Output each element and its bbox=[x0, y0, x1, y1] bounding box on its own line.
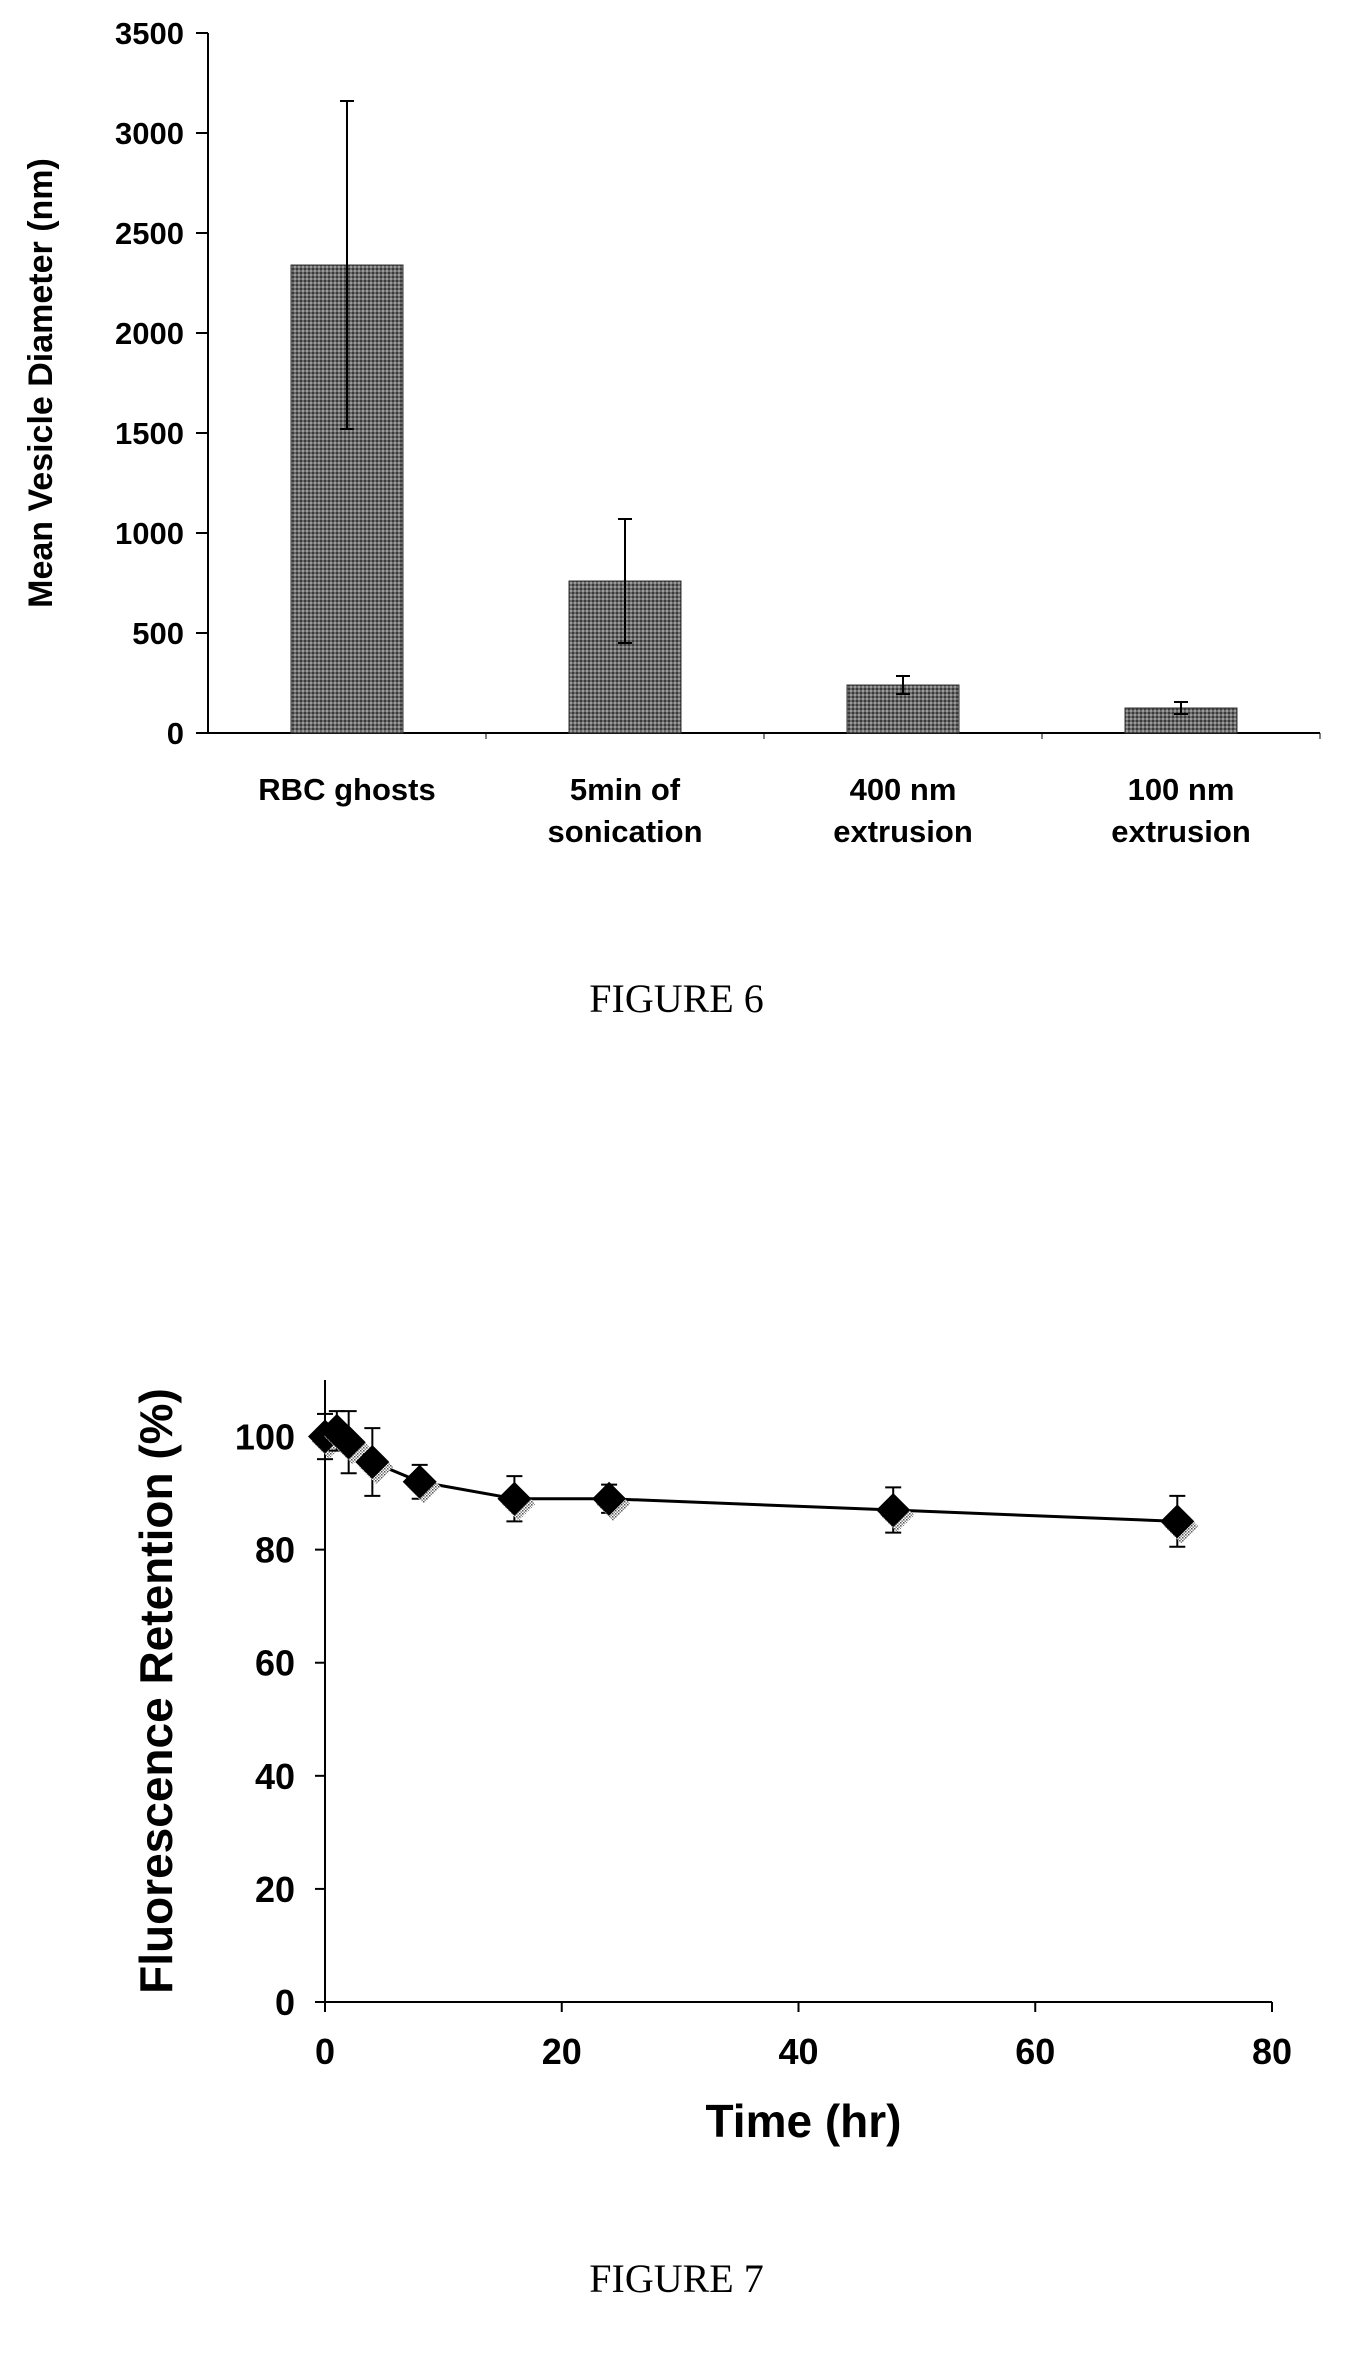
x-category-label: 400 nm bbox=[850, 772, 957, 807]
data-point-diamond bbox=[331, 1425, 366, 1460]
y-tick-label: 2000 bbox=[115, 316, 184, 351]
y-tick-label: 60 bbox=[255, 1643, 295, 1684]
y-axis-title: Mean Vesicle Diameter (nm) bbox=[22, 158, 60, 608]
data-point-diamond bbox=[876, 1493, 911, 1528]
y-tick-label: 500 bbox=[132, 616, 184, 651]
y-tick-label: 0 bbox=[275, 1982, 295, 2023]
figure-7-caption: FIGURE 7 bbox=[589, 2256, 764, 2301]
data-point-diamond bbox=[592, 1481, 627, 1516]
data-point-diamond bbox=[402, 1464, 437, 1499]
y-tick-label: 0 bbox=[167, 716, 184, 751]
x-tick-label: 60 bbox=[1015, 2031, 1055, 2072]
data-point-diamond bbox=[1160, 1504, 1195, 1539]
y-axis-title: Fluorescence Retention (%) bbox=[130, 1388, 182, 1994]
figure-7-line-chart: 0 20 40 60 80 100 0 20 40 60 80 Time (hr) Fluorescen… bbox=[130, 1380, 1292, 2147]
y-tick-label: 1000 bbox=[115, 516, 184, 551]
x-category-label: 100 nm bbox=[1128, 772, 1235, 807]
figure-6-caption: FIGURE 6 bbox=[589, 976, 764, 1021]
y-tick-label: 1500 bbox=[115, 416, 184, 451]
data-point-diamond bbox=[497, 1481, 532, 1516]
x-category-label: sonication bbox=[547, 814, 702, 849]
y-tick-label: 40 bbox=[255, 1756, 295, 1797]
y-tick-label: 3500 bbox=[115, 16, 184, 51]
y-tick-label: 100 bbox=[235, 1417, 295, 1458]
data-point-diamond bbox=[355, 1444, 390, 1479]
figure-6-bar-chart: 0 500 1000 1500 2000 2500 3000 3500 RBC ghosts 5m… bbox=[22, 16, 1321, 849]
x-category-label: 5min of bbox=[570, 772, 681, 807]
x-tick-label: 40 bbox=[778, 2031, 818, 2072]
x-category-label: RBC ghosts bbox=[258, 772, 435, 807]
x-tick-label: 20 bbox=[542, 2031, 582, 2072]
x-category-label: extrusion bbox=[1111, 814, 1251, 849]
y-tick-label: 20 bbox=[255, 1869, 295, 1910]
y-tick-label: 80 bbox=[255, 1530, 295, 1571]
y-tick-label: 3000 bbox=[115, 116, 184, 151]
x-tick-label: 0 bbox=[315, 2031, 335, 2072]
x-tick-label: 80 bbox=[1252, 2031, 1292, 2072]
x-axis-title: Time (hr) bbox=[706, 2095, 902, 2147]
series-line bbox=[324, 1429, 1178, 1523]
y-tick-label: 2500 bbox=[115, 216, 184, 251]
x-category-label: extrusion bbox=[833, 814, 973, 849]
